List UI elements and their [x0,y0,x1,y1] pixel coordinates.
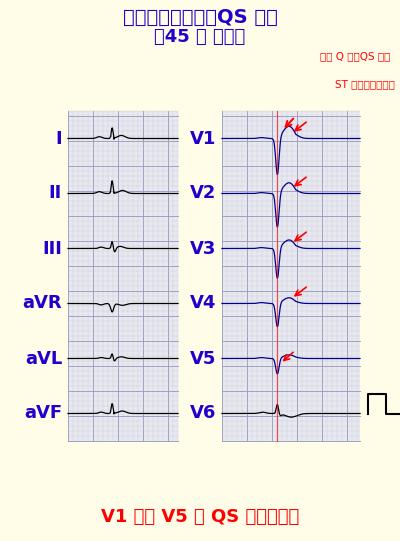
Text: V3: V3 [190,240,216,258]
Text: 陳旧性前壁梗塞（QS 型）: 陳旧性前壁梗塞（QS 型） [122,8,278,27]
Text: V1 から V5 に QS 型を認める: V1 から V5 に QS 型を認める [101,508,299,526]
Bar [222,111,360,441]
Text: II: II [49,184,62,202]
Text: I: I [55,129,62,148]
Text: III: III [42,240,62,258]
Text: （45 歳 男性）: （45 歳 男性） [154,28,246,46]
Text: V1: V1 [190,129,216,148]
Text: V6: V6 [190,405,216,423]
Bar [68,111,178,441]
Text: aVF: aVF [24,405,62,423]
Text: V5: V5 [190,349,216,367]
Text: ST 上昇（心室療）: ST 上昇（心室療） [335,79,395,89]
Text: aVL: aVL [25,349,62,367]
Text: 異常 Q 波（QS 型）: 異常 Q 波（QS 型） [320,51,390,61]
Text: V4: V4 [190,294,216,313]
Text: V2: V2 [190,184,216,202]
Text: aVR: aVR [22,294,62,313]
